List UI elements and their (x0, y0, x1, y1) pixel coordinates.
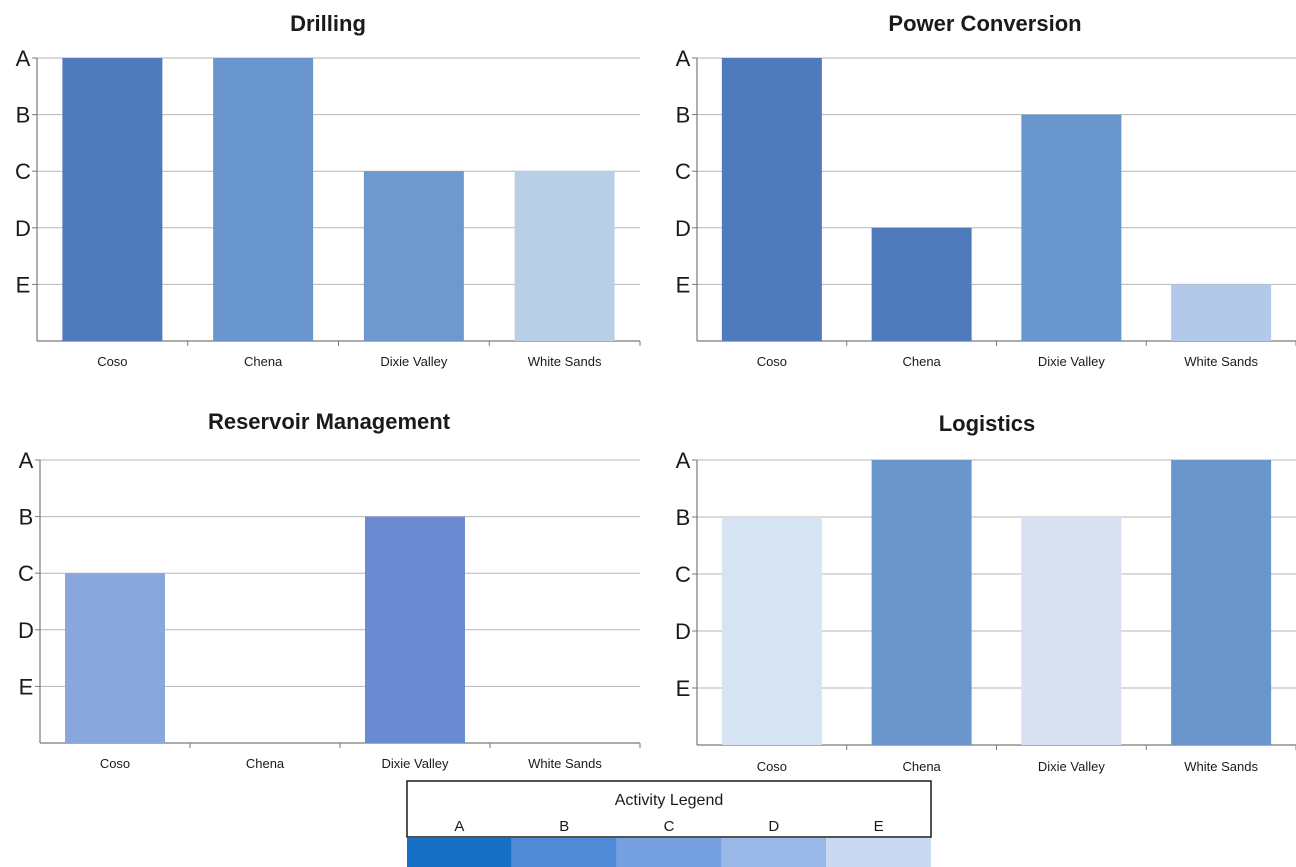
y-tick-label: B (19, 505, 34, 530)
y-tick-label: E (676, 272, 691, 297)
x-tick-label: White Sands (528, 756, 602, 771)
x-tick-label: Dixie Valley (1038, 759, 1105, 774)
x-tick-label: White Sands (1184, 354, 1258, 369)
x-tick-label: White Sands (1184, 759, 1258, 774)
chart-title: Logistics (939, 411, 1036, 436)
x-tick-label: White Sands (528, 354, 602, 369)
bar-dixie-valley (365, 516, 465, 743)
legend-swatch-e (826, 838, 931, 867)
y-tick-label: A (16, 46, 31, 71)
legend-label: E (874, 818, 884, 835)
y-tick-label: B (16, 103, 31, 128)
y-tick-label: C (675, 159, 691, 184)
y-tick-label: D (15, 216, 31, 241)
legend-swatch-c (616, 838, 722, 867)
y-tick-label: E (16, 272, 31, 297)
bar-coso (721, 58, 822, 341)
x-tick-label: Dixie Valley (1038, 354, 1105, 369)
x-tick-label: Coso (757, 354, 787, 369)
y-tick-label: D (18, 618, 34, 643)
legend-swatch-d (721, 838, 827, 867)
y-tick-label: A (19, 448, 34, 473)
x-tick-label: Dixie Valley (382, 756, 449, 771)
x-tick-label: Chena (244, 354, 283, 369)
bar-white-sands (514, 171, 615, 341)
legend-label: A (454, 818, 464, 835)
chart-title: Power Conversion (888, 11, 1081, 36)
chart-panel-4: Logistics A B C D E Coso Chena Dixie Valley White… (675, 411, 1296, 774)
legend-label: B (559, 818, 569, 835)
legend-box (406, 780, 932, 838)
y-tick-label: C (18, 561, 34, 586)
x-tick-label: Chena (902, 759, 941, 774)
bar-chena (871, 227, 972, 341)
chart-panel-3: Reservoir Management A B C D E Coso Chena Dixie … (18, 409, 641, 771)
chart-panel-1: Drilling A B C D E Coso Chena Dixie Valley White … (15, 11, 641, 369)
legend-title: Activity Legend (615, 792, 724, 809)
x-tick-label: Chena (902, 354, 941, 369)
bar-dixie-valley (363, 171, 464, 341)
x-tick-label: Coso (757, 759, 787, 774)
bar-white-sands (1171, 460, 1272, 745)
bar-coso (721, 517, 822, 745)
legend-label: C (664, 818, 675, 835)
bar-white-sands (1171, 284, 1272, 341)
y-tick-label: C (15, 159, 31, 184)
bar-coso (62, 58, 163, 341)
y-tick-label: B (676, 505, 691, 530)
x-tick-label: Coso (100, 756, 130, 771)
chart-title: Reservoir Management (208, 409, 451, 434)
y-tick-label: A (676, 448, 691, 473)
chart-panel-2: Power Conversion A B C D E Coso Chena Dixie Vall… (675, 11, 1296, 369)
x-tick-label: Chena (246, 756, 285, 771)
y-tick-label: C (675, 562, 691, 587)
x-tick-label: Dixie Valley (380, 354, 447, 369)
bar-chena (213, 58, 314, 341)
y-tick-label: A (676, 46, 691, 71)
y-tick-label: D (675, 619, 691, 644)
bar-chena (871, 460, 972, 745)
y-tick-label: B (676, 103, 691, 128)
legend-swatch-b (511, 838, 617, 867)
y-tick-label: E (676, 676, 691, 701)
chart-title: Drilling (290, 11, 366, 36)
x-tick-label: Coso (97, 354, 127, 369)
legend-swatch-a (407, 838, 512, 867)
legend-label: D (768, 818, 779, 835)
activity-legend: Activity Legend A B C D E (406, 780, 932, 867)
bar-coso (65, 573, 165, 743)
y-tick-label: D (675, 216, 691, 241)
bar-dixie-valley (1021, 517, 1122, 745)
bar-dixie-valley (1021, 114, 1122, 341)
y-tick-label: E (19, 674, 34, 699)
